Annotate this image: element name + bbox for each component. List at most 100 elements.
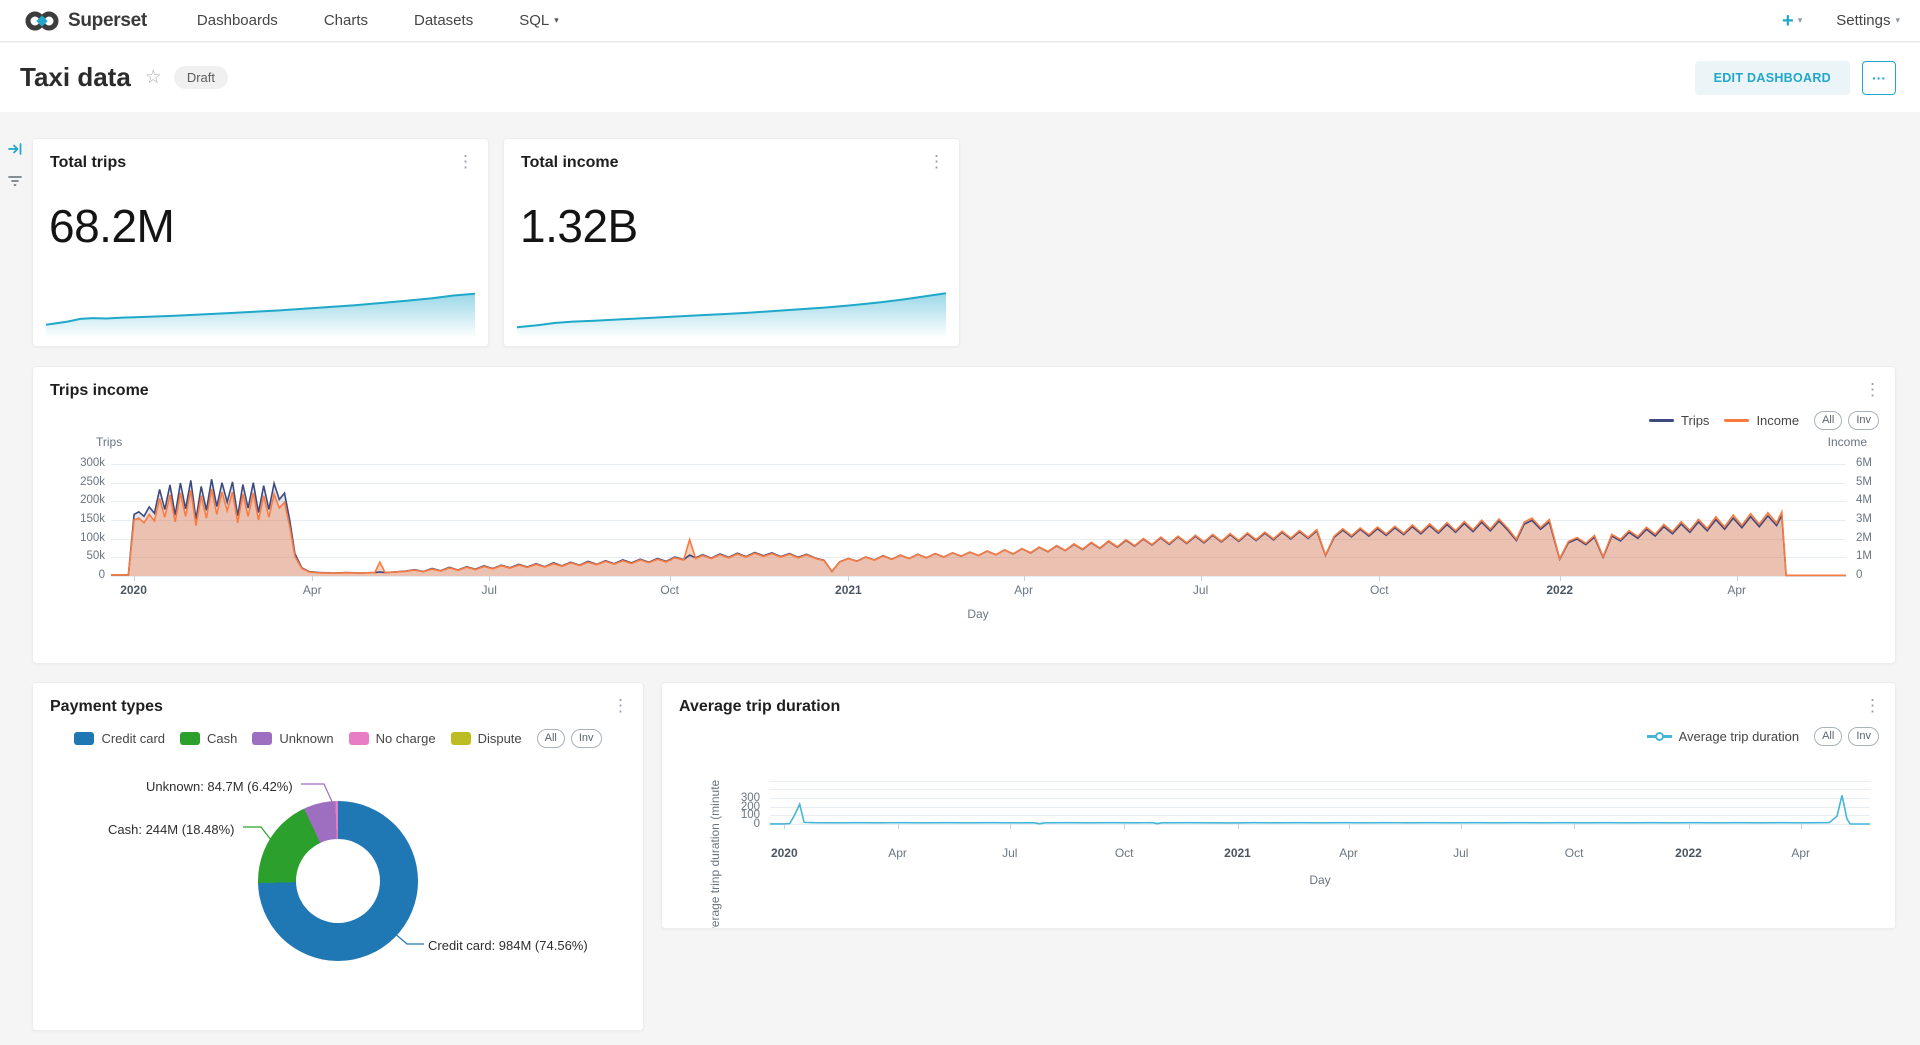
- more-options-button[interactable]: ···: [1862, 60, 1896, 95]
- favorite-star-icon[interactable]: ☆: [144, 67, 162, 88]
- x-tick-mark: [1124, 824, 1126, 829]
- x-tick-mark: [1559, 576, 1561, 581]
- avg-duration-plot[interactable]: [770, 768, 1870, 828]
- superset-infinity-icon: [25, 11, 59, 30]
- y-tick-label: 0: [753, 818, 760, 830]
- x-tick-mark: [784, 824, 786, 829]
- kebab-menu-icon[interactable]: ⋮: [612, 696, 629, 715]
- legend-item-credit-card[interactable]: Credit card: [74, 731, 165, 746]
- edit-dashboard-button[interactable]: EDIT DASHBOARD: [1694, 60, 1850, 95]
- main-nav: Dashboards Charts Datasets SQL ▾: [197, 12, 559, 29]
- x-tick-label: Jul: [481, 583, 497, 597]
- gridline: [770, 797, 1870, 799]
- expand-filter-bar-icon[interactable]: [7, 141, 23, 162]
- legend-line-marker: [1646, 731, 1672, 741]
- x-tick-label: Jul: [1453, 846, 1469, 860]
- trips-income-legend: Trips Income All Inv: [1649, 411, 1879, 431]
- gridline: [111, 520, 1846, 521]
- gridline: [111, 576, 1846, 577]
- gridline: [770, 789, 1870, 791]
- donut-callout-cash: Cash: 244M (18.48%): [108, 822, 235, 837]
- nav-item-dashboards[interactable]: Dashboards: [197, 12, 278, 29]
- kebab-menu-icon[interactable]: ⋮: [457, 152, 474, 171]
- y-axis-title: Average trinp duration (minute: [708, 779, 722, 929]
- payment-types-donut[interactable]: [258, 801, 418, 961]
- legend-label: No charge: [375, 731, 436, 747]
- y-tick-label: 200: [740, 800, 760, 813]
- legend-item-income[interactable]: Income: [1724, 413, 1799, 428]
- x-tick-mark: [1379, 576, 1381, 581]
- legend-label: Income: [1756, 413, 1800, 429]
- legend-item-average-trip-duration[interactable]: Average trip duration: [1646, 729, 1799, 744]
- y-tick-label-right: 4M: [1856, 494, 1872, 507]
- x-tick-mark: [1574, 824, 1576, 829]
- gridline: [111, 557, 1846, 559]
- x-tick-mark: [1736, 576, 1738, 581]
- nav-item-charts[interactable]: Charts: [324, 12, 368, 29]
- sparkline-total-income: [517, 290, 946, 338]
- gridline: [111, 538, 1846, 540]
- y-tick-label: 300k: [80, 457, 105, 469]
- legend-label: Cash: [207, 731, 238, 747]
- legend-pill-all[interactable]: All: [1814, 411, 1843, 431]
- y-tick-label-right: 6M: [1856, 457, 1872, 469]
- x-axis-title: Day: [967, 607, 989, 621]
- chart-title: Trips income: [50, 382, 149, 399]
- x-tick-label: Apr: [302, 583, 322, 597]
- gridline: [770, 815, 1870, 817]
- legend-item-dispute[interactable]: Dispute: [450, 731, 522, 746]
- legend-item-trips[interactable]: Trips: [1649, 413, 1709, 428]
- x-tick-label: Apr: [1014, 583, 1033, 597]
- sparkline-total-trips: [46, 290, 475, 338]
- x-tick-mark: [1460, 824, 1462, 829]
- legend-pill-all[interactable]: All: [1814, 727, 1843, 747]
- filter-icon[interactable]: [7, 172, 23, 193]
- legend-item-no-charge[interactable]: No charge: [348, 731, 436, 747]
- y-tick-label: 250k: [80, 475, 105, 488]
- card-total-trips: Total trips ⋮ 68.2M: [32, 138, 489, 347]
- x-tick-mark: [312, 576, 314, 581]
- gridline: [111, 464, 1846, 465]
- dashboard-title-bar: Taxi data ☆ Draft EDIT DASHBOARD ···: [0, 43, 1920, 112]
- y-tick-label: 100k: [80, 531, 105, 544]
- x-tick-label: Oct: [1114, 846, 1134, 860]
- y-tick-label: 150k: [80, 513, 105, 525]
- gridline: [111, 501, 1846, 503]
- chevron-down-icon: ▾: [1895, 15, 1900, 25]
- legend-pill-all[interactable]: All: [536, 729, 565, 749]
- legend-item-cash[interactable]: Cash: [180, 731, 237, 746]
- legend-pill-group: All Inv: [1814, 411, 1879, 431]
- legend-pill-inv[interactable]: Inv: [1848, 411, 1879, 431]
- legend-item-unknown[interactable]: Unknown: [252, 731, 334, 746]
- x-tick-label: Oct: [660, 583, 679, 597]
- legend-pill-inv[interactable]: Inv: [1848, 727, 1879, 747]
- right-axis-title: Income: [1827, 435, 1867, 449]
- legend-pill-group: All Inv: [536, 729, 602, 749]
- x-tick-mark: [1023, 576, 1025, 581]
- dashboard-body: Total trips ⋮ 68.2M Total income ⋮ 1.32B…: [0, 112, 1920, 1045]
- nav-item-sql[interactable]: SQL ▾: [519, 12, 559, 29]
- kebab-menu-icon[interactable]: ⋮: [1864, 380, 1881, 399]
- x-tick-mark: [489, 576, 491, 581]
- card-total-income: Total income ⋮ 1.32B: [503, 138, 960, 347]
- kebab-menu-icon[interactable]: ⋮: [1864, 696, 1881, 715]
- settings-menu[interactable]: Settings ▾: [1836, 12, 1900, 29]
- legend-pill-group: All Inv: [1814, 727, 1879, 747]
- kebab-menu-icon[interactable]: ⋮: [928, 152, 945, 171]
- gridline: [770, 780, 1870, 782]
- nav-item-datasets[interactable]: Datasets: [414, 12, 473, 29]
- card-payment-types: Payment types ⋮ Credit card Cash Unknown No…: [32, 682, 644, 1031]
- new-item-button[interactable]: + ▾: [1782, 11, 1802, 31]
- draft-badge: Draft: [173, 66, 228, 89]
- big-number-value: 68.2M: [49, 200, 175, 252]
- legend-pill-inv[interactable]: Inv: [570, 729, 602, 749]
- legend-line-swatch: [1724, 419, 1750, 423]
- superset-logo[interactable]: Superset: [24, 9, 147, 33]
- page-title: Taxi data: [20, 62, 131, 92]
- x-tick-mark: [848, 576, 850, 581]
- legend-label: Credit card: [101, 731, 166, 747]
- card-trips-income: Trips income ⋮ Trips Income All Inv Trips I…: [32, 366, 1896, 664]
- chart-title: Average trip duration: [679, 698, 841, 715]
- trips-income-plot[interactable]: [111, 464, 1846, 577]
